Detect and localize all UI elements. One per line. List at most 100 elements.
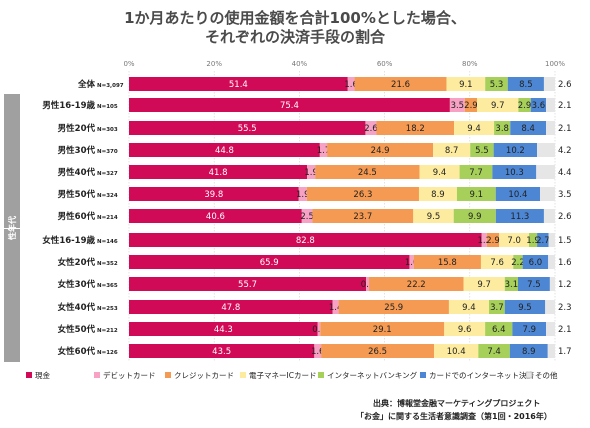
bar-segment [478, 344, 510, 358]
data-label: 1.9 [304, 168, 318, 178]
data-label: 10.2 [506, 146, 525, 156]
data-label: 44.3 [214, 325, 233, 335]
bar-segment [433, 143, 471, 157]
bar-row: 女性40代 N=253 47.8 1.4 25.9 9.4 3.7 9.5 2.3 [58, 300, 572, 314]
bar-segment [449, 98, 465, 112]
bar-segment [444, 322, 486, 336]
data-label: 3.5 [451, 101, 465, 111]
bar-segment [546, 121, 555, 135]
data-label: 9.4 [433, 168, 447, 178]
bar-segment [488, 300, 505, 314]
data-label: 15.8 [438, 258, 457, 268]
group-band-male [4, 94, 20, 228]
bar-segment [512, 322, 547, 336]
x-tick-label: 0% [123, 60, 134, 68]
bar-row: 女性16-19歳 N=146 82.8 1.22.9 7.0 1.92.7 1.5 [42, 233, 572, 247]
data-label: 9.4 [467, 124, 481, 134]
data-label: 18.2 [406, 124, 425, 134]
bar-segment [537, 233, 549, 247]
data-label: 39.8 [204, 190, 223, 200]
row-label: 男性50代 [58, 189, 96, 200]
bar-segment [470, 143, 494, 157]
x-tick-label: 100% [545, 60, 565, 68]
bar-segment [320, 322, 445, 336]
bar-segment [129, 187, 299, 201]
bar-segment [464, 98, 478, 112]
bar-segment [129, 143, 320, 157]
legend-label: 現金 [35, 370, 50, 380]
bar-segment [477, 98, 519, 112]
bar-segment [306, 187, 419, 201]
data-label: 1.6 [311, 347, 325, 357]
data-label: 24.5 [358, 168, 377, 178]
bar-segment [543, 77, 555, 91]
data-label: 3.1 [505, 280, 519, 290]
row-sample-size: N=105 [97, 104, 118, 110]
bar-row: 女性50代 N=212 44.3 0.6 29.1 9.6 6.4 7.9 2.1 [58, 322, 572, 336]
row-sample-size: N=126 [97, 350, 118, 356]
bar-segment [338, 300, 449, 314]
data-label: 5.3 [490, 80, 504, 90]
row-sample-size: N=212 [97, 328, 118, 334]
x-axis-ticks: 0% 20% 40% 60% 80% 100% [123, 60, 565, 68]
data-label: 9.7 [477, 280, 491, 290]
data-label: 6.0 [529, 258, 543, 268]
x-tick-label: 20% [206, 60, 222, 68]
bar-segment [129, 233, 482, 247]
data-label: 2.6 [558, 80, 572, 90]
bar-segment [517, 277, 550, 291]
data-label: 4.2 [558, 146, 572, 156]
bar-segment [507, 77, 544, 91]
bar-segment [413, 209, 454, 223]
bar-segment [548, 255, 555, 269]
bar-segment [314, 344, 322, 358]
data-label: 6.4 [492, 325, 506, 335]
row-sample-size: N=253 [97, 306, 118, 312]
bar-segment [453, 209, 496, 223]
data-label: 0.7 [361, 280, 375, 290]
row-sample-size: N=365 [97, 283, 118, 289]
row-sample-size: N=324 [97, 193, 118, 199]
bar-segment [504, 277, 518, 291]
data-label: 8.9 [431, 190, 445, 200]
row-sample-size: N=327 [97, 171, 118, 177]
row-label: 男性60代 [58, 211, 96, 222]
row-label: 女性20代 [58, 257, 96, 268]
data-label: 2.6 [558, 212, 572, 222]
row-label: 全体 [77, 79, 96, 90]
data-label: 9.5 [427, 212, 441, 222]
data-label: 2.3 [558, 303, 572, 313]
data-label: 47.8 [221, 303, 240, 313]
bar-segment [456, 187, 496, 201]
group-label: 性年代 [7, 216, 17, 240]
row-label: 男性16-19歳 [42, 100, 95, 111]
source-line-1: 出典：博報堂金融マーケティングプロジェクト [373, 398, 540, 408]
legend-item: デビットカード [94, 370, 156, 380]
data-label: 3.6 [532, 101, 546, 111]
row-sample-size: N=214 [97, 215, 118, 221]
data-label: 1.6 [344, 80, 358, 90]
data-label: 2.9 [464, 101, 478, 111]
legend-label: カードでのインターネット決済 [429, 370, 534, 380]
bar-segment [332, 300, 339, 314]
bar-segment [548, 233, 555, 247]
data-label: 1.2 [558, 280, 572, 290]
legend-label: デビットカード [103, 370, 156, 380]
data-label: 2.9 [518, 101, 532, 111]
data-label: 9.1 [459, 80, 473, 90]
bar-segment [448, 300, 489, 314]
legend: 現金 デビットカード クレジットカード 電子マネーICカード インターネットバンキング カ… [26, 370, 558, 380]
x-tick-label: 40% [292, 60, 308, 68]
bar-row: 女性60代 N=126 43.5 1.6 26.5 10.4 7.4 8.9 1.7 [58, 344, 572, 358]
chart-title-line-1: 1か月あたりの使用金額を合計100%とした場合、 [124, 9, 466, 27]
bar-segment [485, 322, 513, 336]
bar-segment [494, 121, 511, 135]
legend-swatch [240, 372, 246, 378]
data-label: 8.4 [521, 124, 535, 134]
bar-segment [129, 98, 450, 112]
bar-segment [459, 165, 493, 179]
bar-segment [129, 322, 318, 336]
row-label: 女性30代 [58, 279, 96, 290]
bar-segment [547, 344, 555, 358]
bar-segment [317, 322, 321, 336]
